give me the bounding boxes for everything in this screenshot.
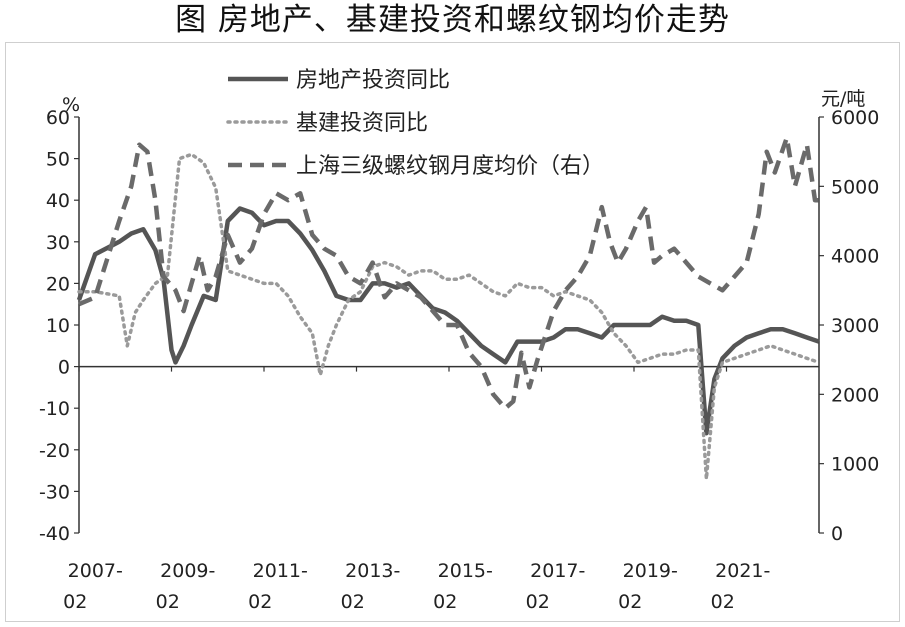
legend-label-3: 上海三级螺纹钢月度均价（右）	[296, 154, 604, 179]
chart-frame: 60 50 40 30 20 10 0 -10 -20 -30 -40% 6000 5000 4000 30…	[5, 42, 900, 622]
left-tick-label: 10	[46, 315, 70, 337]
x-tick-label-month: 02	[433, 591, 457, 613]
legend-label-1: 房地产投资同比	[296, 68, 450, 93]
left-tick-label: -20	[39, 440, 70, 462]
chart-title: 图 房地产、基建投资和螺纹钢均价走势	[175, 2, 730, 38]
left-axis-unit: %	[62, 94, 80, 116]
left-tick-label: -10	[39, 398, 70, 420]
x-tick-label-month: 02	[618, 591, 642, 613]
left-tick-label: 60	[46, 107, 70, 129]
left-tick-label: -30	[39, 481, 70, 503]
x-tick-label-month: 02	[156, 591, 180, 613]
x-tick-label-year: 2017-	[530, 560, 585, 582]
right-axis-unit: 元/吨	[821, 88, 865, 110]
right-tick-label: 1000	[831, 454, 879, 476]
left-tick-label: -40	[39, 523, 70, 545]
left-tick-label: 40	[46, 190, 70, 212]
series-line-2	[77, 152, 821, 481]
x-tick-label-year: 2021-	[715, 560, 770, 582]
right-tick-label: 2000	[831, 384, 879, 406]
series-layer	[76, 135, 821, 481]
right-tick-label: 0	[831, 523, 843, 545]
x-tick-label-month: 02	[63, 591, 87, 613]
x-tick-label-year: 2009-	[160, 560, 215, 582]
left-tick-label: 30	[46, 232, 70, 254]
x-tick-label-year: 2019-	[623, 560, 678, 582]
x-tick-label-month: 02	[248, 591, 272, 613]
x-tick-label-year: 2015-	[438, 560, 493, 582]
left-tick-label: 0	[58, 357, 70, 379]
chart-svg: 60 50 40 30 20 10 0 -10 -20 -30 -40% 6000 5000 4000 30…	[39, 68, 879, 613]
series-line-1	[76, 206, 820, 436]
left-tick-label: 20	[46, 273, 70, 295]
x-tick-label-year: 2013-	[345, 560, 400, 582]
axes-layer: 60 50 40 30 20 10 0 -10 -20 -30 -40% 6000 5000 4000 30…	[39, 88, 879, 613]
x-tick-label-month: 02	[711, 591, 735, 613]
legend-label-2: 基建投资同比	[296, 111, 428, 136]
x-tick-label-month: 02	[341, 591, 365, 613]
left-tick-label: 50	[46, 149, 70, 171]
right-tick-label: 4000	[831, 246, 879, 268]
x-tick-label-year: 2011-	[253, 560, 308, 582]
right-tick-label: 3000	[831, 315, 879, 337]
series-line-3	[78, 135, 819, 411]
x-tick-label-year: 2007-	[68, 560, 123, 582]
right-tick-label: 5000	[831, 176, 879, 198]
right-tick-label: 6000	[831, 107, 879, 129]
x-tick-label-month: 02	[526, 591, 550, 613]
